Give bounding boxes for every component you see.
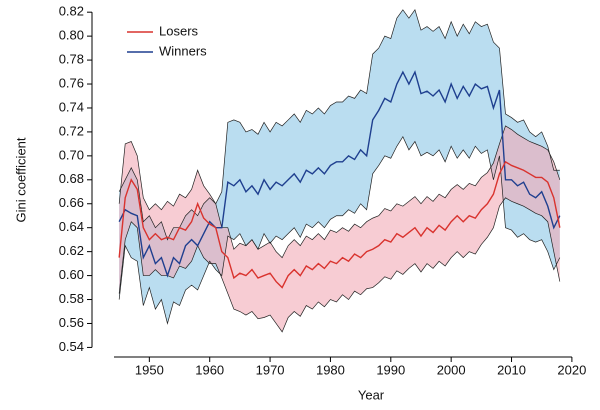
band-edge xyxy=(118,197,561,333)
y-tick-label: 0.62 xyxy=(59,243,84,258)
y-tick-label: 0.60 xyxy=(59,267,84,282)
y-tick-label: 0.72 xyxy=(59,123,84,138)
band-edge xyxy=(118,125,561,259)
x-tick-label: 1990 xyxy=(376,362,405,377)
y-tick-label: 0.58 xyxy=(59,291,84,306)
x-tick-label: 2010 xyxy=(497,362,526,377)
x-tick-label: 2020 xyxy=(557,362,586,377)
y-tick-label: 0.76 xyxy=(59,75,84,90)
x-tick-label: 1980 xyxy=(316,362,345,377)
y-tick-label: 0.74 xyxy=(59,99,84,114)
y-tick-label: 0.82 xyxy=(59,4,84,19)
x-tick-label: 1950 xyxy=(135,362,164,377)
legend-label: Winners xyxy=(159,43,207,58)
x-tick-label: 1960 xyxy=(195,362,224,377)
series-line xyxy=(118,70,561,278)
y-tick-label: 0.70 xyxy=(59,147,84,162)
legend-label: Losers xyxy=(159,23,199,38)
band-edge xyxy=(118,135,561,325)
y-tick-label: 0.64 xyxy=(59,219,84,234)
series-line xyxy=(118,160,561,289)
y-tick-label: 0.54 xyxy=(59,339,84,354)
band-edge xyxy=(118,9,560,241)
y-tick-label: 0.66 xyxy=(59,195,84,210)
x-axis-label: Year xyxy=(358,387,385,402)
y-tick-label: 0.80 xyxy=(59,28,84,43)
y-axis-label: Gini coefficient xyxy=(13,137,28,222)
x-tick-label: 1970 xyxy=(256,362,285,377)
y-tick-label: 0.68 xyxy=(59,171,84,186)
y-tick-label: 0.78 xyxy=(59,52,84,67)
x-tick-label: 2000 xyxy=(437,362,466,377)
y-tick-label: 0.56 xyxy=(59,315,84,330)
confidence-band xyxy=(119,125,560,332)
